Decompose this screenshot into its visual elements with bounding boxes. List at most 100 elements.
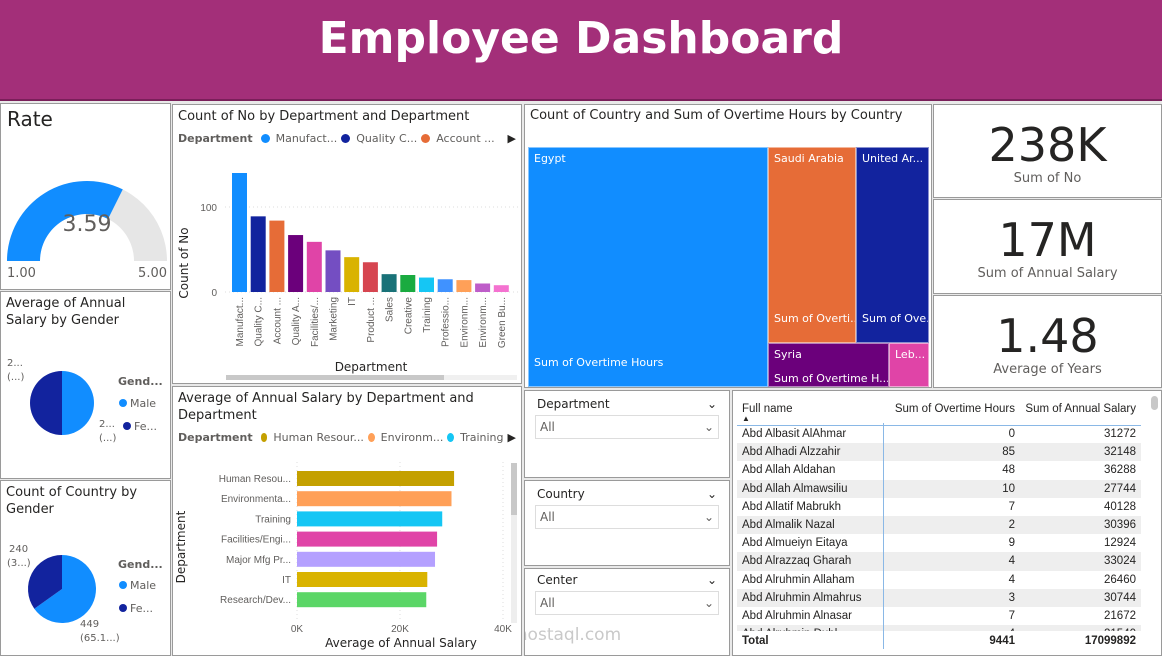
bar-11[interactable] [437,279,453,292]
slicer-center[interactable]: Center ⌄ All ⌄ mostaql.com [524,568,730,656]
table-row[interactable]: Abd Almueiyn Eitaya 9 12924 [737,534,1141,552]
treemap-tile[interactable]: Egypt Sum of Overtime Hours [528,147,768,387]
bar-5[interactable] [297,572,428,587]
bar-6[interactable] [297,592,427,608]
slicer-dropdown[interactable]: All ⌄ [535,415,719,439]
chevron-down-icon[interactable]: ⌄ [703,596,714,610]
bar-3[interactable] [297,531,438,547]
legend-item[interactable]: Human Resour... [273,431,364,444]
pie-label-right: 449 [80,619,99,630]
bar-13[interactable] [475,283,491,293]
table-row[interactable]: Abd Alrazzaq Gharah 4 33024 [737,552,1141,571]
y-tick-label: Facilities/Engi... [221,535,291,546]
column-header-salary[interactable]: Sum of Annual Salary [1020,395,1141,426]
bar-4[interactable] [306,241,322,292]
bar-4[interactable] [297,551,436,567]
employee-table-panel[interactable]: Full name ▲ Sum of Overtime Hours Sum of … [732,390,1162,656]
chart-legend: Department Human Resour... Environm... T… [173,431,521,444]
legend-male[interactable]: Male [130,579,156,592]
bar-2[interactable] [269,220,285,292]
pie-slice-female[interactable] [28,555,63,609]
bar-7[interactable] [362,262,378,292]
table-row[interactable]: Abd Alhadi Alzzahir 85 32148 [737,443,1141,462]
legend-item[interactable]: Quality C... [356,132,418,145]
bar-1[interactable] [297,491,452,507]
legend-item[interactable]: Environm... [380,431,444,444]
pie-slice-male[interactable] [62,371,94,435]
table-row[interactable]: Abd Allah Aldahan 48 36288 [737,461,1141,479]
treemap-tile[interactable]: United Ar... Sum of Ove... [856,147,929,343]
chevron-down-icon[interactable]: ⌄ [706,397,717,411]
legend-next-arrow-icon[interactable]: ▶ [507,431,516,444]
table-row[interactable]: Abd Albasit AlAhmar 0 31272 [737,425,1141,443]
header: Employee Dashboard [0,0,1162,101]
count-by-department-panel[interactable]: Count of No by Department and Department… [172,104,522,384]
legend-item[interactable]: Training [460,431,504,444]
treemap-tile[interactable]: Saudi Arabia Sum of Overti... [768,147,856,343]
x-tick-label: 0K [291,624,304,635]
pie-slice-male[interactable] [34,555,96,623]
table-total-row: Total 9441 17099892 [737,631,1141,655]
x-tick-label: 40K [494,624,512,635]
table-row[interactable]: Abd Allah Almawsiliu 10 27744 [737,479,1141,498]
legend-item[interactable]: Manufact... [275,132,338,145]
tile-measure-label: Sum of Overtime Hours [534,356,664,369]
table-row[interactable]: Abd Alruhmin Allaham 4 26460 [737,571,1141,589]
slicer-country[interactable]: Country ⌄ All ⌄ [524,480,730,566]
table-row[interactable]: Abd Alruhmin Almahrus 3 30744 [737,588,1141,607]
chevron-down-icon[interactable]: ⌄ [706,573,717,587]
sort-ascending-icon[interactable]: ▲ [742,414,750,423]
treemap-tile[interactable]: Syria Sum of Overtime H... [768,343,889,387]
bar-12[interactable] [456,280,472,292]
legend-dot [260,433,268,442]
bar-3[interactable] [288,235,304,292]
country-by-gender-panel[interactable]: Count of Country by Gender 240 (3...) 44… [0,480,171,656]
legend-male[interactable]: Male [130,397,156,410]
slicer-department[interactable]: Department ⌄ All ⌄ [524,390,730,478]
gauge-min: 1.00 [7,266,36,281]
cell-overtime-hours: 2 [883,515,1020,535]
legend-next-arrow-icon[interactable]: ▶ [507,132,516,145]
bar-14[interactable] [493,285,509,292]
bar-9[interactable] [400,275,416,292]
chevron-down-icon[interactable]: ⌄ [703,420,714,434]
cell-overtime-hours: 85 [883,443,1020,462]
bar-1[interactable] [250,216,266,292]
vertical-scrollbar[interactable] [1151,396,1158,410]
pie-label-right-pct: (65.1...) [80,633,120,644]
slicer-title: Department [537,397,610,411]
legend-female[interactable]: Fe... [130,602,153,615]
treemap-tile[interactable]: Leb... [889,343,929,387]
pie-slice-female[interactable] [30,371,62,435]
legend-female[interactable]: Fe... [134,420,157,433]
vertical-scrollbar-track[interactable] [511,463,517,623]
bar-2[interactable] [297,511,443,527]
x-axis-title: Department [335,360,408,374]
horizontal-scrollbar-track[interactable] [444,375,517,380]
bar-6[interactable] [344,257,360,292]
table-row[interactable]: Abd Allatif Mabrukh 7 40128 [737,498,1141,516]
slicer-dropdown[interactable]: All ⌄ [535,591,719,615]
legend-item[interactable]: Account ... [436,132,495,145]
salary-by-gender-panel[interactable]: Average of Annual Salary by Gender 2... … [0,291,171,479]
treemap-panel[interactable]: Count of Country and Sum of Overtime Hou… [524,104,932,388]
horizontal-scrollbar[interactable] [226,375,444,380]
bar-8[interactable] [381,274,397,292]
column-header-overtime[interactable]: Sum of Overtime Hours [883,395,1020,426]
y-tick-label: 0 [211,288,217,299]
table-row[interactable]: Abd Alruhmin Alnasar 7 21672 [737,607,1141,625]
bar-0[interactable] [232,173,247,292]
salary-by-department-panel[interactable]: Average of Annual Salary by Department a… [172,386,522,656]
column-header-full-name[interactable]: Full name ▲ [737,395,883,426]
chevron-down-icon[interactable]: ⌄ [706,487,717,501]
bar-5[interactable] [325,250,341,292]
slicer-dropdown[interactable]: All ⌄ [535,505,719,529]
cell-overtime-hours: 7 [1008,500,1015,513]
rate-gauge-panel[interactable]: Rate 3.59 1.00 5.00 [0,103,171,290]
vertical-scrollbar-thumb[interactable] [511,463,517,515]
table-row[interactable]: Abd Almalik Nazal 2 30396 [737,515,1141,535]
chevron-down-icon[interactable]: ⌄ [703,510,714,524]
bar-10[interactable] [419,277,434,292]
bar-0[interactable] [297,471,455,486]
cell-annual-salary: 12924 [1104,537,1136,550]
